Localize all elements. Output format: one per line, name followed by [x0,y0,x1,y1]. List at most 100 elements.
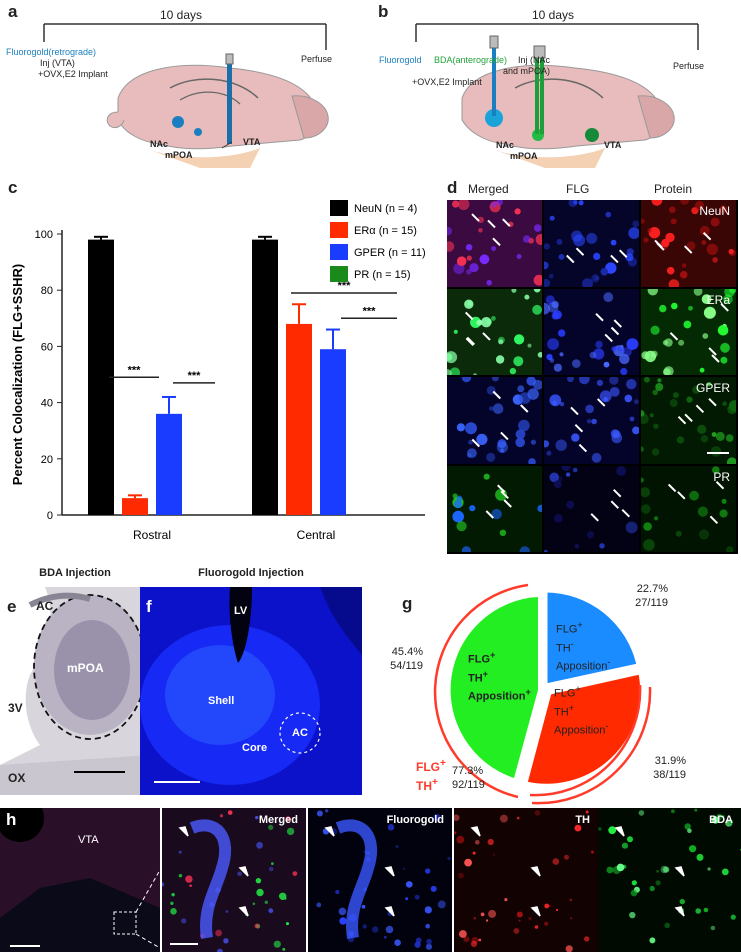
red-pct: 31.9% [654,755,686,767]
panel-letter-b: b [378,2,389,21]
legend-swatch [330,222,348,238]
inj-label-b: Inj (NAc [518,55,551,65]
panel-letter-f: f [146,597,152,616]
mpoa-label-e: mPOA [67,661,104,675]
micrograph-pr-merged [447,465,542,552]
panel-letter-c: c [8,178,18,197]
ox-label-e: OX [8,771,26,785]
y-tick-label: 0 [47,510,53,522]
mpoa-label-a: mPOA [165,150,193,160]
green-label: FLG+ TH+ Apposition+ [468,650,531,703]
lv-label-f: LV [234,605,248,617]
core-label-f: Core [242,742,268,754]
arc-label: FLG+ TH+ [416,758,446,793]
red-frac: 38/119 [653,769,686,781]
row-label-era: ERa [706,292,730,307]
arc-pct: 77.3% [452,765,484,777]
micrograph-neun-protein: NeuN [641,200,736,287]
micrograph-neun-flg [544,200,639,287]
panel-h-th: TH [454,808,598,952]
panel-h-label-merged: Merged [258,814,298,826]
panel-h-label-th: TH [575,814,590,826]
panel-e: BDA Injection e AC mPOA 3V OX [0,565,150,795]
micrograph-pr-protein: PR [641,465,736,552]
ac-label-f: AC [292,727,308,739]
tracer1-label-b: Fluorogold [379,55,422,65]
x-tick-label: Rostral [133,528,171,542]
row-label-pr: PR [713,469,730,484]
row-label-neun: NeuN [699,204,730,218]
panel-f: Fluorogold Injection f LV Shell Core AC [140,565,362,795]
y-tick-label: 60 [41,341,53,353]
implant-label-a: +OVX,E2 Implant [38,69,108,79]
panel-h-merged: Merged [162,808,306,952]
timeline-b [415,23,699,168]
micrograph-era-protein: ERa [641,288,736,375]
panel-e-title: BDA Injection [39,567,111,579]
micrograph-gper-flg [544,377,639,464]
mpoa-label-b: mPOA [510,151,538,161]
sig-rostral-1-stars: *** [128,364,142,376]
vta-label-h: VTA [78,834,99,846]
panel-letter-e: e [7,597,17,616]
inj2-label-b: and mPOA) [503,66,551,76]
blue-label: FLG+ TH- Apposition- [556,620,611,673]
panel-h-label-bda: BDA [709,814,733,826]
pie-slice-green-inner [450,597,538,778]
arc-outer-right [529,684,642,797]
tracer2-label-b: BDA(anterograde) [434,55,508,65]
panel-h-overview: h VTA [0,808,160,952]
sig-central-1-stars: *** [338,280,352,292]
arc-outer-left [433,583,529,799]
legend-swatch [330,244,348,260]
ac-label-e: AC [36,599,54,613]
panel-letter-a: a [8,2,18,21]
micrograph-grid: NeuN ERa GPER PR [447,200,738,554]
bar-central-2 [320,349,346,515]
green-frac: 54/119 [390,660,423,672]
micrograph-gper-merged [447,377,542,464]
bar-central-0 [252,239,278,515]
y-tick-label: 40 [41,398,53,410]
y-tick-label: 20 [41,454,53,466]
sig-central-2-stars: *** [363,305,377,317]
nac-label-b: NAc [496,140,515,150]
col-header-protein: Protein [654,182,693,196]
duration-label-a: 10 days [160,8,203,22]
micrograph-era-flg [544,288,639,375]
legend-label: GPER (n = 11) [354,247,426,259]
col-header-flg: FLG [566,182,590,196]
panel-f-title: Fluorogold Injection [198,567,304,579]
timeline-a [43,23,329,168]
micrograph-era-merged [447,288,542,375]
panel-letter-g: g [402,594,413,613]
micrograph-gper-protein: GPER [641,377,736,464]
y-axis-label: Percent Colocalization (FLG+SSHR) [10,264,25,485]
shell-label-f: Shell [208,695,235,707]
legend-label: NeuN (n = 4) [354,203,417,215]
y-tick-label: 80 [41,285,53,297]
y-tick-label: 100 [35,229,53,241]
panel-h-label-fluorogold: Fluorogold [386,814,444,826]
legend-label: PR (n = 15) [354,269,411,281]
blue-pct: 22.7% [636,583,668,595]
colocalization-chart: 0 20 40 60 80 100 Percent Colocalization (FLG+… [10,200,426,542]
micrograph-pr-flg [544,465,639,552]
red-label: FLG+ TH+ Apposition- [554,684,609,737]
apposition-pie [433,583,652,805]
tracer-label-a: Fluorogold(retrograde) [6,47,97,57]
row-label-gper: GPER [695,381,730,395]
green-pct: 45.4% [391,646,423,658]
duration-label-b: 10 days [532,8,575,22]
implant-label-b: +OVX,E2 Implant [412,77,482,87]
legend-swatch [330,200,348,216]
panel-h-fluorogold: Fluorogold [308,808,452,952]
panel-letter-h: h [6,810,17,829]
vta-label-b: VTA [604,140,622,150]
bar-rostral-1 [122,498,148,515]
panel-h-bda: BDA [598,808,741,952]
col-header-merged: Merged [468,182,509,196]
inj-label-a: Inj (VTA) [40,58,75,68]
arc-frac: 92/119 [452,779,485,791]
panel-letter-d: d [447,178,458,197]
